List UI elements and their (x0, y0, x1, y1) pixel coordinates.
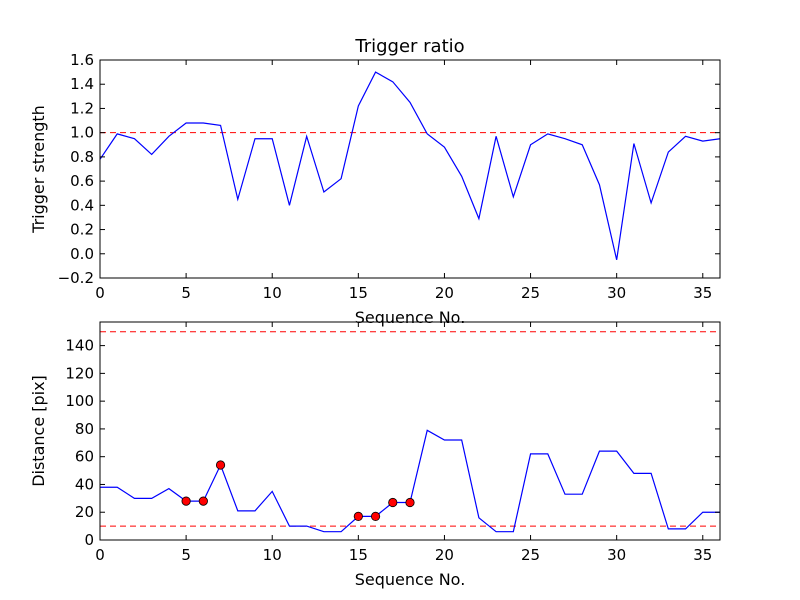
data-point-marker (198, 496, 208, 506)
y-tick-label: 1.6 (70, 51, 94, 69)
x-tick-label: 30 (607, 284, 626, 302)
x-tick-label: 25 (521, 546, 540, 564)
y-tick-label: 1.2 (70, 99, 94, 117)
y-tick-label: 0.8 (70, 148, 94, 166)
y-tick-label: 20 (75, 503, 94, 521)
axes-frame (99, 321, 721, 541)
y-tick-label: −0.2 (58, 269, 94, 287)
x-tick-label: 0 (95, 284, 105, 302)
y-tick-label: 140 (65, 337, 94, 355)
y-tick-label: 1.0 (70, 124, 94, 142)
y-tick-label: 1.4 (70, 75, 94, 93)
y-tick-label: 0.4 (70, 196, 94, 214)
data-point-marker (405, 497, 415, 508)
y-axis-label: Trigger strength (29, 105, 48, 234)
axes-frame (99, 59, 721, 279)
y-tick-label: 120 (65, 364, 94, 382)
chart-panel-1: Trigger ratio 0 5 10 15 20 25 30 35 −0.2 0.0 0.2 0.4… (29, 36, 721, 327)
y-tick-label: 0.2 (70, 221, 94, 239)
y-tick-label: 100 (65, 392, 94, 410)
x-tick-label: 20 (435, 546, 454, 564)
y-tick-label: 40 (75, 475, 94, 493)
x-tick-label: 25 (521, 284, 540, 302)
chart-panel-2: 0 5 10 15 20 25 30 35 0 20 40 60 80 100 120 140 Sequence… (29, 321, 721, 589)
series-line-1 (99, 71, 721, 260)
x-tick-label: 30 (607, 546, 626, 564)
x-tick-label: 20 (435, 284, 454, 302)
data-point-marker (370, 511, 381, 521)
data-point-marker (353, 511, 363, 521)
y-tick-label: 60 (75, 448, 94, 466)
x-tick-label: 35 (693, 284, 712, 302)
y-tick-label: 80 (75, 420, 94, 438)
x-tick-label: 35 (693, 546, 712, 564)
data-point-marker (181, 496, 191, 506)
x-tick-label: 0 (95, 546, 105, 564)
data-point-marker (388, 497, 398, 508)
x-axis-label: Sequence No. (355, 308, 466, 327)
series-line-1 (100, 429, 720, 533)
x-tick-label: 15 (349, 546, 368, 564)
x-tick-label: 5 (181, 546, 191, 564)
chart-title: Trigger ratio (354, 36, 464, 57)
x-tick-label: 5 (181, 284, 191, 302)
x-tick-label: 10 (263, 546, 282, 564)
y-axis-label: Distance [pix] (29, 375, 48, 487)
x-tick-label: 10 (263, 284, 282, 302)
x-tick-label: 15 (349, 284, 368, 302)
y-tick-label: 0 (84, 531, 94, 549)
y-tick-label: 0.6 (70, 172, 94, 190)
y-tick-label: 0.0 (70, 245, 94, 263)
x-axis-label: Sequence No. (355, 570, 466, 589)
data-point-marker (215, 460, 226, 470)
